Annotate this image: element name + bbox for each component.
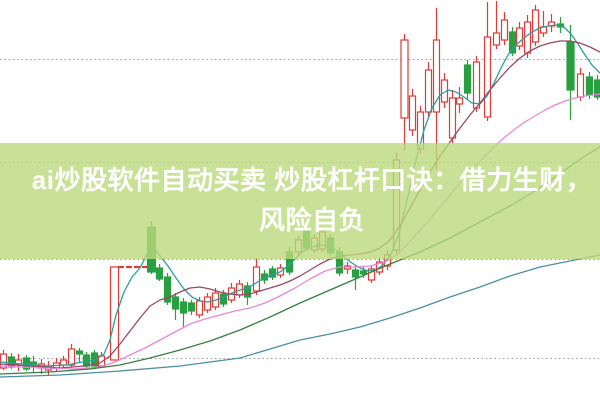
headline-banner: ai炒股软件自动买卖 炒股杠杆口诀：借力生财， 风险自负 (0, 143, 600, 259)
banner-line-1: ai炒股软件自动买卖 炒股杠杆口诀：借力生财， (31, 165, 593, 195)
banner-line-2: 风险自负 (258, 205, 365, 235)
